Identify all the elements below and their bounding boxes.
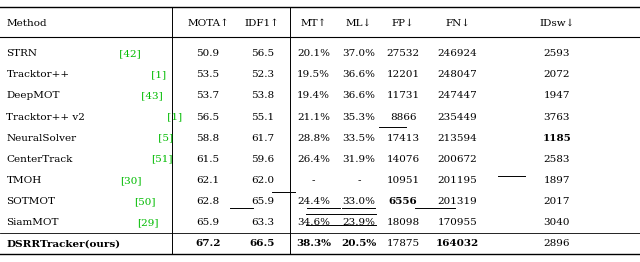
Text: 14076: 14076	[387, 155, 420, 164]
Text: [1]: [1]	[164, 113, 182, 122]
Text: 247447: 247447	[438, 91, 477, 100]
Text: FP↓: FP↓	[392, 19, 415, 28]
Text: MT↑: MT↑	[300, 19, 327, 28]
Text: Tracktor++: Tracktor++	[6, 70, 70, 79]
Text: 2896: 2896	[543, 239, 570, 248]
Text: DeepMOT: DeepMOT	[6, 91, 60, 100]
Text: 67.2: 67.2	[195, 239, 221, 248]
Text: FN↓: FN↓	[445, 19, 470, 28]
Text: 58.8: 58.8	[196, 134, 220, 143]
Text: 53.5: 53.5	[196, 70, 220, 79]
Text: 2593: 2593	[543, 49, 570, 58]
Text: 55.1: 55.1	[251, 113, 274, 122]
Text: 37.0%: 37.0%	[342, 49, 376, 58]
Text: 63.3: 63.3	[251, 218, 274, 227]
Text: 235449: 235449	[438, 113, 477, 122]
Text: 200672: 200672	[438, 155, 477, 164]
Text: 36.6%: 36.6%	[342, 91, 376, 100]
Text: SiamMOT: SiamMOT	[6, 218, 59, 227]
Text: TMOH: TMOH	[6, 176, 42, 185]
Text: -: -	[357, 176, 361, 185]
Text: 61.5: 61.5	[196, 155, 220, 164]
Text: 12201: 12201	[387, 70, 420, 79]
Text: 24.4%: 24.4%	[297, 197, 330, 206]
Text: 62.0: 62.0	[251, 176, 274, 185]
Text: [43]: [43]	[138, 91, 163, 100]
Text: [5]: [5]	[155, 134, 173, 143]
Text: 56.5: 56.5	[251, 49, 274, 58]
Text: 246924: 246924	[438, 49, 477, 58]
Text: 26.4%: 26.4%	[297, 155, 330, 164]
Text: 20.1%: 20.1%	[297, 49, 330, 58]
Text: [50]: [50]	[134, 197, 156, 206]
Text: 65.9: 65.9	[196, 218, 220, 227]
Text: 164032: 164032	[436, 239, 479, 248]
Text: 33.5%: 33.5%	[342, 134, 376, 143]
Text: 2072: 2072	[543, 70, 570, 79]
Text: 248047: 248047	[438, 70, 477, 79]
Text: 34.6%: 34.6%	[297, 218, 330, 227]
Text: STRN: STRN	[6, 49, 37, 58]
Text: 1947: 1947	[543, 91, 570, 100]
Text: 21.1%: 21.1%	[297, 113, 330, 122]
Text: 56.5: 56.5	[196, 113, 220, 122]
Text: 1185: 1185	[543, 134, 571, 143]
Text: MOTA↑: MOTA↑	[187, 19, 229, 28]
Text: 17875: 17875	[387, 239, 420, 248]
Text: DSRRTracker(ours): DSRRTracker(ours)	[6, 239, 120, 248]
Text: 36.6%: 36.6%	[342, 70, 376, 79]
Text: 33.0%: 33.0%	[342, 197, 376, 206]
Text: 35.3%: 35.3%	[342, 113, 376, 122]
Text: Tracktor++ v2: Tracktor++ v2	[6, 113, 85, 122]
Text: 61.7: 61.7	[251, 134, 274, 143]
Text: 28.8%: 28.8%	[297, 134, 330, 143]
Text: 19.5%: 19.5%	[297, 70, 330, 79]
Text: IDsw↓: IDsw↓	[539, 19, 575, 28]
Text: 213594: 213594	[438, 134, 477, 143]
Text: IDF1↑: IDF1↑	[245, 19, 280, 28]
Text: [51]: [51]	[151, 155, 173, 164]
Text: 62.8: 62.8	[196, 197, 220, 206]
Text: 66.5: 66.5	[250, 239, 275, 248]
Text: 50.9: 50.9	[196, 49, 220, 58]
Text: 17413: 17413	[387, 134, 420, 143]
Text: 2583: 2583	[543, 155, 570, 164]
Text: 20.5%: 20.5%	[341, 239, 377, 248]
Text: 19.4%: 19.4%	[297, 91, 330, 100]
Text: [30]: [30]	[120, 176, 141, 185]
Text: 59.6: 59.6	[251, 155, 274, 164]
Text: NeuralSolver: NeuralSolver	[6, 134, 77, 143]
Text: [1]: [1]	[148, 70, 166, 79]
Text: 11731: 11731	[387, 91, 420, 100]
Text: 2017: 2017	[543, 197, 570, 206]
Text: 52.3: 52.3	[251, 70, 274, 79]
Text: 31.9%: 31.9%	[342, 155, 376, 164]
Text: 3763: 3763	[543, 113, 570, 122]
Text: [29]: [29]	[138, 218, 159, 227]
Text: 53.8: 53.8	[251, 91, 274, 100]
Text: 38.3%: 38.3%	[296, 239, 331, 248]
Text: 53.7: 53.7	[196, 91, 220, 100]
Text: 62.1: 62.1	[196, 176, 220, 185]
Text: 18098: 18098	[387, 218, 420, 227]
Text: 201195: 201195	[438, 176, 477, 185]
Text: SOTMOT: SOTMOT	[6, 197, 56, 206]
Text: 65.9: 65.9	[251, 197, 274, 206]
Text: 27532: 27532	[387, 49, 420, 58]
Text: 201319: 201319	[438, 197, 477, 206]
Text: [42]: [42]	[116, 49, 141, 58]
Text: -: -	[312, 176, 316, 185]
Text: 170955: 170955	[438, 218, 477, 227]
Text: Method: Method	[6, 19, 47, 28]
Text: CenterTrack: CenterTrack	[6, 155, 73, 164]
Text: ML↓: ML↓	[346, 19, 372, 28]
Text: 3040: 3040	[543, 218, 570, 227]
Text: 1897: 1897	[543, 176, 570, 185]
Text: 6556: 6556	[389, 197, 417, 206]
Text: 10951: 10951	[387, 176, 420, 185]
Text: 8866: 8866	[390, 113, 417, 122]
Text: 23.9%: 23.9%	[342, 218, 376, 227]
